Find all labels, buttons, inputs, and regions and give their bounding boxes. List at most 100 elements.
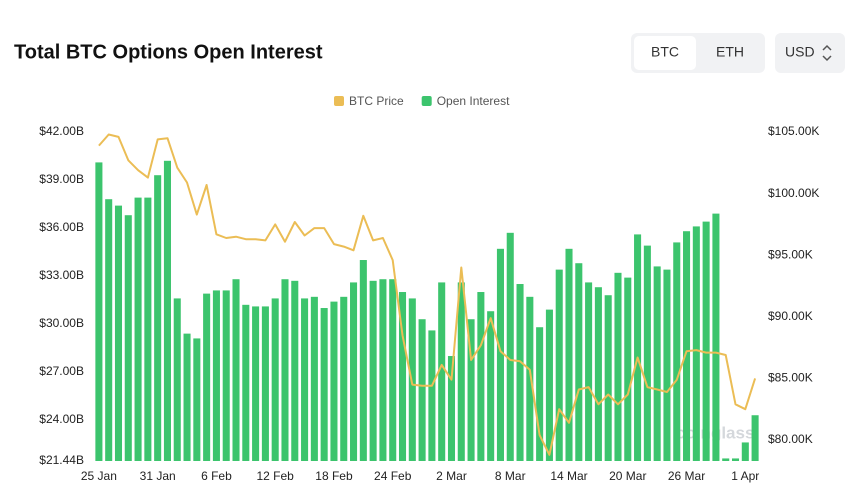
x-tick-label: 12 Feb xyxy=(257,469,295,483)
bar xyxy=(369,280,377,461)
toggle-btc[interactable]: BTC xyxy=(651,44,679,60)
y2-tick-label: $90.00K xyxy=(768,309,813,323)
bar xyxy=(702,221,710,461)
bar xyxy=(467,319,475,461)
bar xyxy=(526,296,534,461)
bar xyxy=(291,280,299,461)
y2-tick-label: $100.00K xyxy=(768,186,819,200)
legend-swatch xyxy=(421,96,432,106)
bar xyxy=(438,282,446,461)
bar xyxy=(105,199,113,461)
bar xyxy=(428,330,436,461)
bar xyxy=(281,279,289,461)
bar xyxy=(330,301,338,461)
bar xyxy=(212,290,220,461)
bar xyxy=(173,298,181,461)
bar xyxy=(663,269,671,461)
bar xyxy=(389,279,397,461)
y2-tick-label: $105.00K xyxy=(768,124,819,138)
page-title: Total BTC Options Open Interest xyxy=(14,41,323,63)
y-tick-label: $33.00B xyxy=(39,268,84,282)
toggle-active[interactable] xyxy=(634,36,696,70)
y-tick-label: $42.00B xyxy=(39,124,84,138)
x-tick-label: 14 Mar xyxy=(550,469,587,483)
bar xyxy=(614,272,622,461)
bar xyxy=(154,175,162,461)
bar xyxy=(242,304,250,461)
legend-label: BTC Price xyxy=(349,94,404,108)
bar xyxy=(163,160,171,461)
bar xyxy=(124,215,132,461)
legend-swatch xyxy=(334,96,344,106)
x-tick-label: 6 Feb xyxy=(201,469,232,483)
x-tick-label: 18 Feb xyxy=(315,469,353,483)
bar xyxy=(487,311,495,461)
bar xyxy=(261,306,269,461)
chevron-icon xyxy=(822,44,832,62)
y-tick-label: $21.44B xyxy=(39,453,84,467)
bar xyxy=(271,298,279,461)
x-tick-label: 26 Mar xyxy=(668,469,705,483)
bar xyxy=(310,296,318,461)
bar xyxy=(457,282,465,461)
bar xyxy=(624,277,632,461)
bar xyxy=(565,248,573,461)
bar xyxy=(134,197,142,461)
y2-tick-label: $85.00K xyxy=(768,371,813,385)
bar xyxy=(95,162,103,462)
bar xyxy=(643,245,651,461)
bar xyxy=(722,458,730,461)
bar xyxy=(545,309,553,461)
legend-label: Open Interest xyxy=(437,94,510,108)
bar xyxy=(301,298,309,461)
bar xyxy=(359,260,367,461)
bar xyxy=(604,295,612,461)
bar xyxy=(673,242,681,461)
bar xyxy=(477,292,485,461)
bar xyxy=(516,284,524,461)
bar xyxy=(183,333,191,461)
x-tick-label: 25 Jan xyxy=(81,469,117,483)
bar xyxy=(536,327,544,461)
x-tick-label: 8 Mar xyxy=(495,469,526,483)
currency-label[interactable]: USD xyxy=(785,44,815,60)
bar xyxy=(731,458,740,461)
bar xyxy=(114,205,123,461)
y2-tick-label: $95.00K xyxy=(768,247,813,261)
y-tick-label: $24.00B xyxy=(39,412,84,426)
bar xyxy=(252,306,260,461)
bar xyxy=(555,269,563,461)
bar xyxy=(683,231,691,461)
bar xyxy=(506,232,514,461)
bar xyxy=(496,248,504,461)
toggle-eth[interactable]: ETH xyxy=(716,44,744,60)
bar xyxy=(741,442,749,461)
y-tick-label: $39.00B xyxy=(39,172,84,186)
x-tick-label: 1 Apr xyxy=(731,469,759,483)
bar xyxy=(594,287,602,461)
price-line xyxy=(98,133,757,456)
bar xyxy=(712,213,720,461)
y-tick-label: $30.00B xyxy=(39,316,84,330)
bar xyxy=(203,293,211,461)
bar xyxy=(193,338,201,461)
bar xyxy=(692,226,700,461)
y-tick-label: $36.00B xyxy=(39,220,84,234)
bar xyxy=(222,290,230,461)
x-tick-label: 31 Jan xyxy=(140,469,176,483)
bar xyxy=(634,234,642,461)
currency-select[interactable] xyxy=(775,33,845,73)
bar xyxy=(340,296,348,461)
bar xyxy=(585,282,593,461)
bar xyxy=(232,279,240,461)
bar xyxy=(575,263,583,461)
bar xyxy=(144,197,152,461)
bar xyxy=(447,356,456,461)
y-tick-label: $27.00B xyxy=(39,364,84,378)
x-tick-label: 24 Feb xyxy=(374,469,412,483)
bar xyxy=(418,319,426,461)
x-tick-label: 20 Mar xyxy=(609,469,646,483)
y2-tick-label: $80.00K xyxy=(768,432,813,446)
